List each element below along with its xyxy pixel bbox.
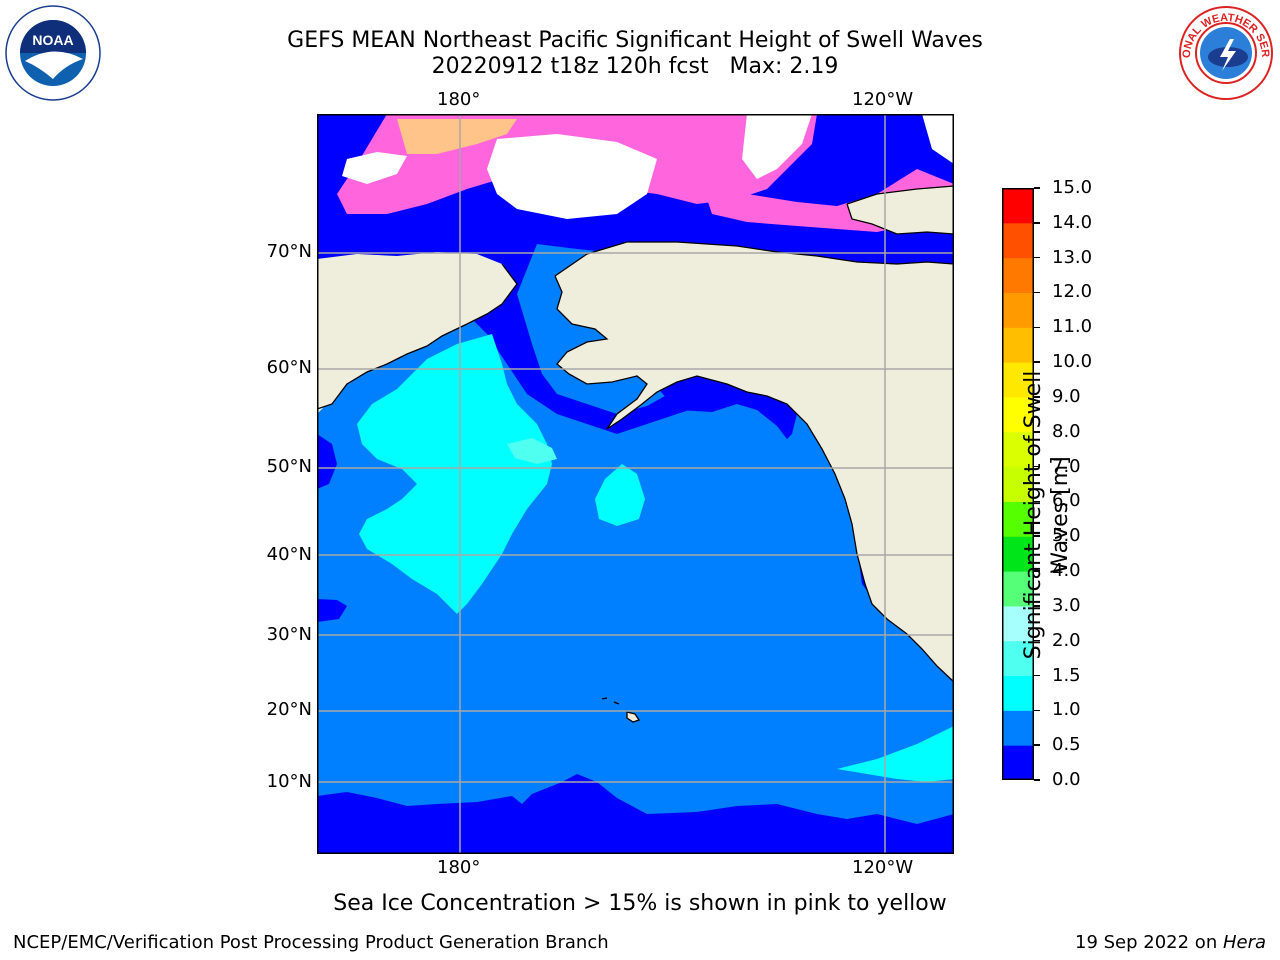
colorbar-segment [1002, 745, 1034, 780]
colorbar-tick-mark [1034, 639, 1040, 642]
colorbar-tick-label: 0.0 [1052, 769, 1081, 790]
colorbar-segment [1002, 362, 1034, 398]
colorbar-tick-label: 10.0 [1052, 351, 1093, 373]
colorbar-ticks: 15.0 14.0 13.0 12.0 11.0 10.0 9.0 8.0 7.0 6.0 5.0 4… [1034, 178, 1114, 790]
colorbar-tick-label: 2.0 [1052, 629, 1081, 651]
colorbar-tick-label: 3.0 [1052, 594, 1081, 616]
colorbar-tick-label: 7.0 [1052, 455, 1081, 477]
land-arctic-islands [847, 186, 954, 234]
sea-ice-caption: Sea Ice Concentration > 15% is shown in … [333, 891, 947, 916]
bottom-lon-label-180: 180° [437, 857, 481, 878]
ocean-0-0.5-west-patch [317, 599, 347, 622]
lat-label-10n: 10°N [266, 771, 312, 792]
colorbar-tick-mark [1034, 605, 1040, 607]
colorbar-tick-label: 9.0 [1052, 385, 1081, 407]
top-lon-label-180: 180° [437, 89, 481, 110]
colorbar [1002, 188, 1034, 780]
colorbar-segment [1002, 222, 1034, 259]
colorbar-tick-mark [1034, 465, 1040, 468]
colorbar-tick-mark [1034, 744, 1040, 746]
colorbar-segment [1002, 640, 1034, 677]
colorbar-label: Significant Height of Swell Waves [m] [1021, 370, 1073, 660]
colorbar-tick-label: 8.0 [1052, 420, 1081, 442]
ocean-1.0-1.5-center [595, 464, 645, 526]
sea-ice-orange-fringe [397, 119, 517, 154]
colorbar-tick-mark [1034, 291, 1040, 294]
map-panel [317, 114, 954, 854]
colorbar-tick-label: 6.0 [1052, 490, 1081, 512]
lat-label-60n: 60°N [266, 357, 312, 378]
colorbar-segment [1002, 501, 1034, 537]
colorbar-tick-mark [1034, 256, 1040, 259]
colorbar-segment [1002, 396, 1034, 433]
top-lon-label-120w: 120°W [852, 89, 914, 110]
colorbar-tick-label: 0.5 [1052, 734, 1081, 756]
colorbar-segment [1002, 466, 1034, 502]
lat-label-20n: 20°N [266, 699, 312, 720]
colorbar-tick-label: 11.0 [1052, 316, 1093, 338]
colorbar-tick-mark [1034, 779, 1040, 781]
ocean-0-0.5-equatorial [317, 774, 954, 854]
lat-label-70n: 70°N [266, 241, 312, 262]
colorbar-segment [1002, 257, 1034, 293]
colorbar-tick-label: 4.0 [1052, 560, 1081, 582]
colorbar-tick-mark [1034, 431, 1040, 433]
lat-label-40n: 40°N [266, 544, 312, 565]
colorbar-segment [1002, 571, 1034, 607]
colorbar-tick-mark [1034, 326, 1040, 329]
colorbar-tick-mark [1034, 187, 1040, 189]
nws-logo: NATIONAL WEATHER SERVICE [1178, 5, 1274, 101]
colorbar-tick-label: 5.0 [1052, 525, 1081, 547]
ocean-0-0.5-arctic [317, 114, 954, 434]
footer-left: NCEP/EMC/Verification Post Processing Pr… [13, 932, 609, 953]
sea-ice-white-3 [742, 114, 812, 179]
colorbar-tick-label: 12.0 [1052, 281, 1093, 303]
colorbar-segment [1002, 710, 1034, 746]
sea-ice-white-2 [487, 134, 657, 219]
colorbar-segment [1002, 327, 1034, 363]
ocean-1.0-1.5-southeast [837, 726, 954, 782]
lat-label-50n: 50°N [266, 456, 312, 477]
colorbar-segment [1002, 675, 1034, 711]
colorbar-tick-mark [1034, 535, 1040, 537]
colorbar-tick-mark [1034, 570, 1040, 572]
colorbar-segment [1002, 431, 1034, 468]
ocean-1.0-1.5-main [357, 334, 552, 614]
colorbar-tick-label: 14.0 [1052, 211, 1093, 233]
colorbar-tick-mark [1034, 500, 1040, 503]
footer-host: Hera [1222, 932, 1266, 953]
footer-right: 19 Sep 2022 on Hera [1075, 932, 1266, 954]
ocean-0-0.5-west-edge [317, 434, 337, 489]
colorbar-tick-label: 1.5 [1052, 664, 1081, 686]
lat-label-30n: 30°N [266, 624, 312, 645]
land-alaska [555, 242, 954, 682]
map-title: GEFS MEAN Northeast Pacific Significant … [287, 28, 983, 53]
ocean-1.5-2.0-patch [507, 438, 557, 464]
map-subtitle: 20220912 t18z 120h fcst Max: 2.19 [431, 54, 839, 79]
colorbar-tick-mark [1034, 361, 1040, 363]
colorbar-segment [1002, 605, 1034, 642]
coastlines [317, 185, 954, 723]
colorbar-tick-label: 15.0 [1052, 177, 1093, 198]
colorbar-segment [1002, 292, 1034, 328]
svg-text:NOAA: NOAA [32, 32, 73, 48]
bottom-lon-label-120w: 120°W [852, 857, 914, 878]
colorbar-tick-label: 1.0 [1052, 699, 1081, 721]
footer-date: 19 Sep 2022 on [1075, 932, 1223, 953]
sea-ice-white-1 [342, 152, 407, 184]
graticule [317, 114, 954, 854]
noaa-logo: NOAA [5, 5, 101, 101]
colorbar-tick-mark [1034, 674, 1040, 677]
sea-ice-white-4 [922, 114, 954, 164]
colorbar-tick-label: 13.0 [1052, 246, 1093, 268]
colorbar-tick-mark [1034, 396, 1040, 398]
colorbar-segment [1002, 188, 1034, 224]
colorbar-tick-mark [1034, 709, 1040, 712]
colorbar-segment [1002, 536, 1034, 572]
colorbar-tick-mark [1034, 222, 1040, 224]
